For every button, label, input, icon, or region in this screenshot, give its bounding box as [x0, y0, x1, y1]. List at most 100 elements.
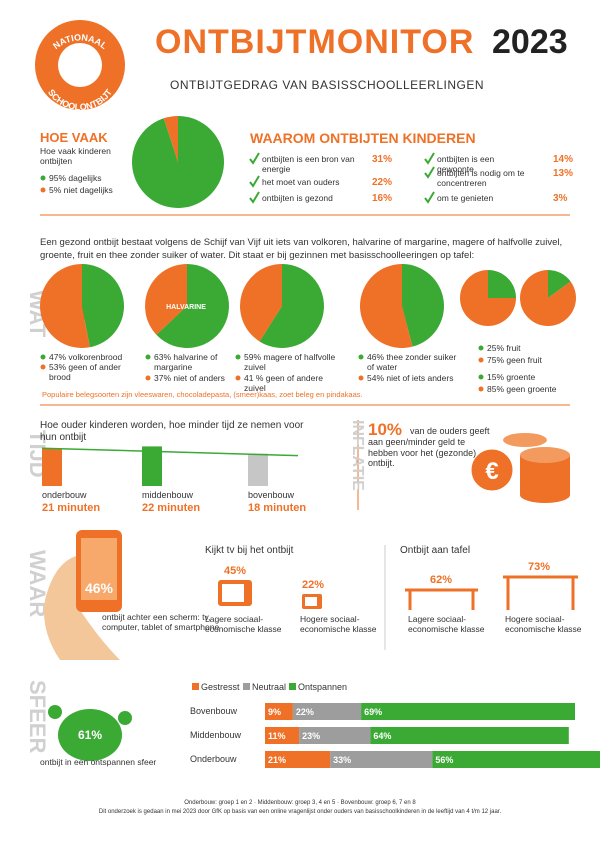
legend-dot [235, 354, 241, 360]
class-label: Lagere sociaal-economische klasse [205, 614, 282, 635]
legend-dot [40, 354, 46, 360]
bar-segment [265, 703, 293, 720]
class-label: Hogere sociaal-economische klasse [505, 614, 582, 635]
reason-label: ontbijten is een gewoonte [437, 154, 495, 175]
legend-label: Gestresst [201, 682, 240, 692]
legend-label: 85% geen groente [487, 384, 557, 394]
tv-icon [305, 597, 317, 606]
bar-value-label: 11% [268, 731, 286, 741]
screen-text: ontbijt achter een scherm: tv, computer,… [102, 612, 220, 633]
pie-slice [460, 270, 516, 326]
bar-value-label: 64% [373, 731, 391, 741]
bar-segment [361, 703, 575, 720]
section-title: HOE VAAK [40, 130, 108, 145]
footer-text: Onderbouw: groep 1 en 2 · Middenbouw: gr… [184, 800, 416, 806]
pie-slice [402, 264, 444, 347]
bar-segment [432, 751, 600, 768]
screen-value: 46% [85, 580, 114, 596]
check-icon [424, 191, 435, 204]
legend-label: 53% geen of ander brood [49, 362, 121, 383]
mood-value: 61% [78, 728, 102, 742]
reason-label: ontbijten is nodig om te concentreren [437, 168, 525, 189]
pie-slice [145, 264, 187, 335]
bar-segment [265, 751, 331, 768]
legend-label: 46% thee zonder suiker of water [367, 352, 457, 373]
legend-label: 15% groente [487, 372, 536, 382]
bar-value-label: 21% [268, 755, 286, 765]
coins-icon [468, 433, 570, 503]
bar-value-label: 9% [268, 707, 281, 717]
reason-value: 13% [553, 168, 574, 179]
legend-label: 95% dagelijks [49, 173, 102, 183]
description: Hoe vaak kinderen ontbijten [40, 146, 111, 167]
tijd-text: Hoe ouder kinderen worden, hoe minder ti… [40, 420, 304, 443]
hand-icon [44, 555, 120, 660]
mood-icon [48, 705, 62, 719]
side-label: INFLATIE [349, 420, 366, 491]
pie-slice [488, 270, 516, 298]
reason-label: het moet van ouders [262, 177, 340, 187]
pct: 22% [302, 579, 325, 591]
legend-dot [478, 386, 484, 392]
legend-label: 54% niet of iets anders [367, 373, 454, 383]
intro-text: Een gezond ontbijt bestaat volgens de Sc… [40, 237, 563, 261]
group-label: bovenbouw [248, 490, 295, 500]
pie-slice [82, 264, 124, 348]
pie-slice [163, 116, 178, 162]
pie-slice [39, 264, 90, 349]
legend-dot [235, 375, 241, 381]
subsection-title: Kijkt tv bij het ontbijt [205, 545, 294, 556]
legend-label: Neutraal [252, 682, 287, 692]
bar-value-label: 56% [435, 755, 453, 765]
value-label: 22 minuten [142, 502, 201, 514]
class-label: Hogere sociaal-economische klasse [300, 614, 377, 635]
legend-label: 37% niet of anders [154, 373, 225, 383]
footer-text: Dit onderzoek is gedaan in mei 2023 door… [98, 809, 502, 815]
value-label: 21 minuten [42, 502, 101, 514]
pie-slice [259, 264, 324, 348]
legend-swatch [192, 683, 199, 690]
reason-label: om te genieten [437, 193, 494, 203]
legend-dot [145, 354, 151, 360]
phone-screen [81, 538, 117, 600]
subtitle: ONTBIJTGEDRAG VAN BASISSCHOOLLEERLINGEN [170, 78, 485, 92]
logo-face [58, 43, 102, 87]
pie-slice [359, 264, 413, 348]
pie-slice [548, 270, 571, 298]
bar [248, 453, 268, 486]
subsection-title: Ontbijt aan tafel [400, 545, 471, 556]
mood-icon [118, 711, 132, 725]
legend-label: 59% magere of halfvolle zuivel [244, 352, 336, 373]
group-label: middenbouw [142, 490, 194, 500]
legend-dot [358, 375, 364, 381]
legend-dot [478, 357, 484, 363]
legend-label: 75% geen fruit [487, 355, 542, 365]
bar-segment [370, 727, 569, 744]
legend-dot [145, 375, 151, 381]
table-icon [503, 575, 578, 610]
inflatie-value: 10% [368, 420, 403, 439]
side-label: SFEER [25, 680, 50, 753]
reason-value: 22% [372, 177, 393, 188]
bar-segment [299, 727, 371, 744]
tub-label: HALVARINE [166, 304, 206, 311]
note: Populaire belegsoorten zijn vleeswaren, … [42, 390, 363, 399]
category-label: Bovenbouw [190, 706, 238, 716]
title: ONTBIJTMONITOR [155, 23, 475, 61]
table-icon [405, 588, 478, 610]
pct: 45% [224, 565, 247, 577]
legend-swatch [289, 683, 296, 690]
legend-dot [40, 175, 46, 181]
reason-label: ontbijten is gezond [262, 193, 333, 203]
bar-value-label: 22% [296, 707, 314, 717]
check-icon [249, 152, 260, 165]
value-label: 18 minuten [248, 502, 307, 514]
check-icon [424, 166, 435, 179]
pct: 62% [430, 574, 453, 586]
category-label: Onderbouw [190, 754, 237, 764]
group-label: onderbouw [42, 490, 87, 500]
legend-dot [358, 354, 364, 360]
bar-segment [265, 727, 300, 744]
legend-dot [40, 187, 46, 193]
